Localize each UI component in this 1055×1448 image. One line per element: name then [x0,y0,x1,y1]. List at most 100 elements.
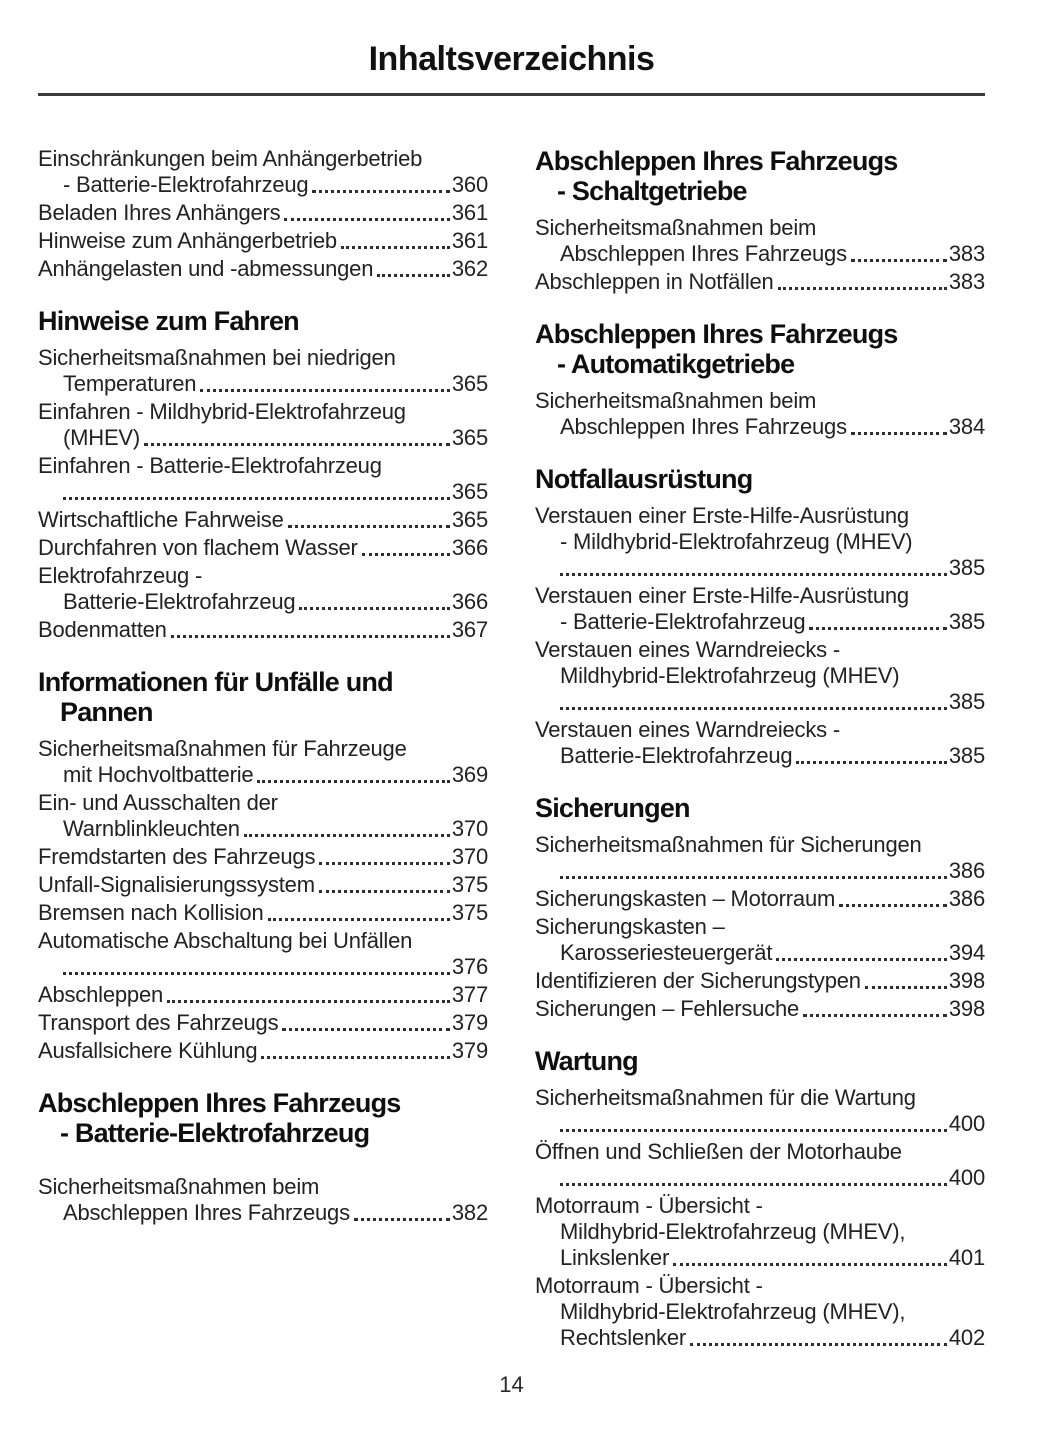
toc-entry-line: 385 [535,555,985,581]
toc-entry: Sicherheitsmaßnahmen beim Abschleppen Ihr… [535,388,985,440]
dot-leader [839,904,947,907]
toc-entry-text: Abschleppen Ihres Fahrzeugs [560,241,847,266]
toc-entry-line: Karosseriesteuergerät 394 [535,940,985,966]
toc-entry-text: Batterie-Elektrofahrzeug [560,743,793,768]
toc-entry-text: Abschleppen [38,982,164,1007]
toc-page-number: 361 [451,200,488,225]
section-heading: Abschleppen Ihres Fahrzeugs - Automatikge… [535,319,985,379]
toc-entry-text: (MHEV) [63,425,141,450]
toc-entry-line: Öffnen und Schließen der Motorhaube [535,1139,902,1164]
toc-entry-line: Warnblinkleuchten 370 [38,816,488,842]
toc-entry: Motorraum - Übersicht - Mildhybrid-Elektr… [535,1193,985,1271]
toc-entry-line: Automatische Abschaltung bei Unfällen [38,928,413,953]
dot-leader [361,553,450,556]
section-heading: Abschleppen Ihres Fahrzeugs - Schaltgetri… [535,146,985,206]
toc-entry-line: Beladen Ihres Anhängers 361 [38,200,488,226]
dot-leader [284,218,450,221]
toc-entry-text: Karosseriesteuergerät [560,940,773,965]
toc-page-number: 386 [948,886,985,911]
toc-entry-line: Abschleppen Ihres Fahrzeugs 382 [38,1200,488,1226]
toc-page-number: 360 [451,172,488,197]
dot-leader [777,287,947,290]
toc-entry-line: 365 [38,479,488,505]
dot-leader [340,246,450,249]
dot-leader [560,1129,947,1132]
toc-page-number: 385 [948,609,985,634]
section-heading: Informationen für Unfälle und Pannen [38,667,488,727]
toc-entry: Elektrofahrzeug - Batterie-Elektrofahrzeu… [38,563,488,615]
toc-entry: Verstauen einer Erste-Hilfe-Ausrüstung - … [535,583,985,635]
toc-entry-line: Wirtschaftliche Fahrweise 365 [38,507,488,533]
toc-entry-line: Durchfahren von flachem Wasser 366 [38,535,488,561]
toc-entry-line: Batterie-Elektrofahrzeug 385 [535,743,985,769]
toc-entry-line: - Batterie-Elektrofahrzeug 385 [535,609,985,635]
dot-leader [299,607,450,610]
toc-entry: Sicherheitsmaßnahmen für Fahrzeuge mit Ho… [38,736,488,788]
toc-page-number: 401 [948,1245,985,1270]
toc-page-number: 367 [451,617,488,642]
toc-entry-text: - Batterie-Elektrofahrzeug [560,609,806,634]
toc-entry-text: Anhängelasten und -abmessungen [38,256,374,281]
toc-page-number: 383 [948,241,985,266]
toc-page-number: 398 [948,968,985,993]
dot-leader [261,1056,450,1059]
toc-entry-line: Temperaturen 365 [38,371,488,397]
toc-entry: Verstauen einer Erste-Hilfe-Ausrüstung - … [535,503,985,581]
dot-leader [796,761,947,764]
page-title: Inhaltsverzeichnis [368,40,655,78]
toc-entry: Sicherungskasten – Karosseriesteuergerät 3… [535,914,985,966]
toc-entry-text: Durchfahren von flachem Wasser [38,535,358,560]
toc-entry-line: Linkslenker 401 [535,1245,985,1271]
toc-page-number: 400 [948,1165,985,1190]
toc-entry-line: Hinweise zum Anhängerbetrieb 361 [38,228,488,254]
toc-entry-line: Einfahren - Mildhybrid-Elektrofahrzeug [38,399,406,424]
toc-entry: Bodenmatten 367 [38,617,488,643]
section-heading-line: Wartung [535,1046,639,1076]
toc-entry-line: Elektrofahrzeug - [38,563,203,588]
toc-entry-line: Sicherungskasten – Motorraum 386 [535,886,985,912]
toc-entry-text: Bodenmatten [38,617,167,642]
toc-entry-text: Identifizieren der Sicherungstypen [535,968,861,993]
toc-page-number: 365 [451,371,488,396]
toc-entry-line: Verstauen eines Warndreiecks - [535,637,840,662]
toc-entry-text: Temperaturen [63,371,197,396]
section-heading-line: Abschleppen Ihres Fahrzeugs [535,319,898,349]
toc-entry: Transport des Fahrzeugs 379 [38,1010,488,1036]
toc-entry-text: Batterie-Elektrofahrzeug [63,589,296,614]
dot-leader [673,1263,947,1266]
toc-page-number: 365 [451,425,488,450]
toc-entry-text: Bremsen nach Kollision [38,900,264,925]
section-heading-line: Notfallausrüstung [535,464,753,494]
toc-entry: Einschränkungen beim Anhängerbetrieb - Ba… [38,146,488,198]
dot-leader [312,190,450,193]
toc-entry-line: Verstauen eines Warndreiecks - [535,717,840,742]
toc-entry-line: Abschleppen 377 [38,982,488,1008]
toc-entry-text: Beladen Ihres Anhängers [38,200,281,225]
toc-entry-line: Fremdstarten des Fahrzeugs 370 [38,844,488,870]
dot-leader [560,1183,947,1186]
toc-entry-line: Batterie-Elektrofahrzeug 366 [38,589,488,615]
toc-entry: Sicherheitsmaßnahmen beim Abschleppen Ihr… [38,1174,488,1226]
toc-entry-line: mit Hochvoltbatterie 369 [38,762,488,788]
toc-entry-line: Einfahren - Batterie-Elektrofahrzeug [38,453,382,478]
toc-entry: Hinweise zum Anhängerbetrieb 361 [38,228,488,254]
toc-entry-text: Sicherungskasten – Motorraum [535,886,836,911]
toc-entry-text: Wirtschaftliche Fahrweise [38,507,284,532]
section-heading-line: - Schaltgetriebe [557,176,748,206]
toc-page-number: 385 [948,743,985,768]
toc-entry-text: Rechtslenker [560,1325,686,1350]
dot-leader [864,986,947,989]
toc-entry-line: Bodenmatten 367 [38,617,488,643]
dot-leader [63,972,450,975]
toc-entry-line: Unfall-Signalisierungssystem 375 [38,872,488,898]
section-heading-line: - Batterie-Elektrofahrzeug [60,1118,370,1148]
toc-entry-line: Einschränkungen beim Anhängerbetrieb [38,146,423,171]
toc-entry-text: Ausfallsichere Kühlung [38,1038,258,1063]
toc-entry-text: Transport des Fahrzeugs [38,1010,279,1035]
toc-page-number: 379 [451,1010,488,1035]
toc-entry-text: Unfall-Signalisierungssystem [38,872,315,897]
toc-entry: Bremsen nach Kollision 375 [38,900,488,926]
section-heading-line: Hinweise zum Fahren [38,306,300,336]
toc-entry: Sicherheitsmaßnahmen beim Abschleppen Ihr… [535,215,985,267]
toc-page-number: 375 [451,872,488,897]
